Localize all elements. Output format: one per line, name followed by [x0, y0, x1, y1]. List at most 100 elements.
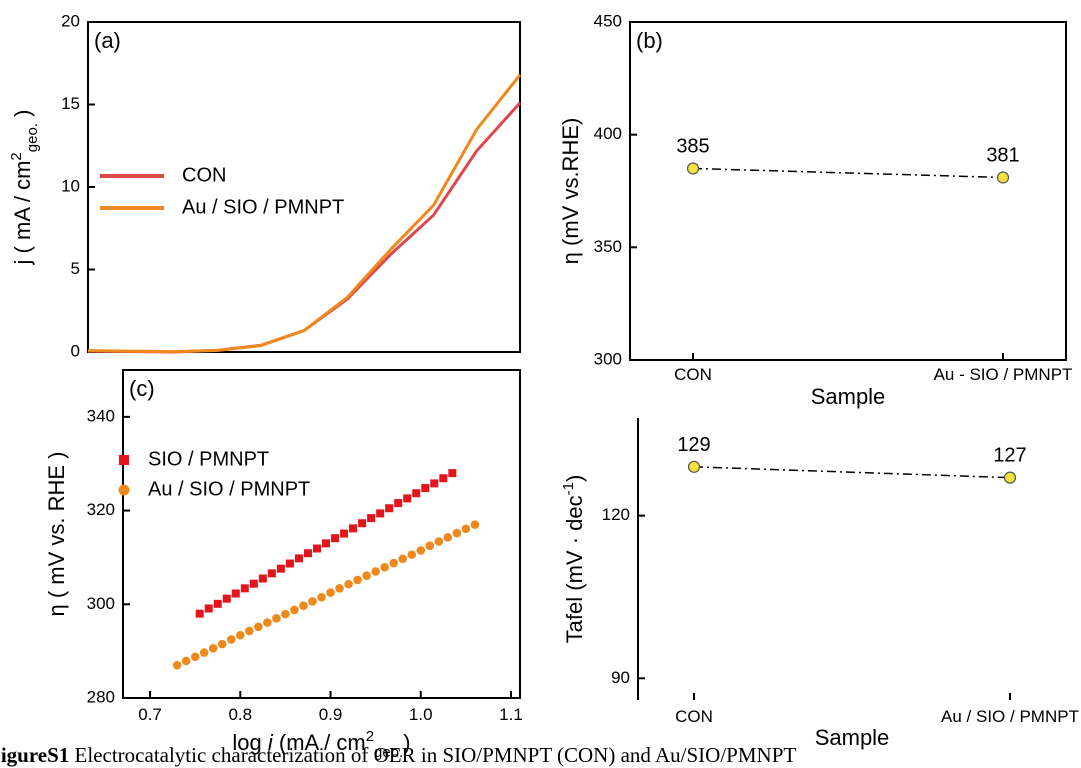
y-tick-label: 10 [61, 176, 80, 195]
x-tick-label: 0.8 [228, 705, 252, 724]
x-tick-label: CON [674, 365, 712, 384]
y-tick-label: 340 [87, 406, 115, 425]
x-axis-label: Sample [811, 384, 886, 409]
x-tick-label: Au / SIO / PMNPT [941, 707, 1079, 726]
plot-frame [122, 369, 521, 699]
point [389, 558, 398, 568]
point [353, 575, 362, 585]
point [331, 534, 340, 543]
point [245, 626, 254, 636]
legend-swatch [118, 484, 130, 496]
caption-text: Electrocatalytic characterization of OER… [69, 743, 796, 767]
legend-label: Au / SIO / PMNPT [148, 478, 310, 500]
point [686, 162, 700, 175]
point [249, 579, 258, 588]
value-label: 127 [993, 445, 1026, 467]
y-tick-label: 15 [61, 94, 80, 113]
legend-label: Au / SIO / PMNPT [182, 196, 344, 218]
point [430, 479, 439, 488]
point [290, 605, 299, 615]
connector [693, 466, 1011, 479]
y-tick-label: 5 [71, 259, 80, 278]
legend-label: CON [182, 164, 226, 186]
value-label: 385 [676, 135, 709, 157]
point [385, 504, 394, 513]
point [358, 519, 367, 528]
label-part: (mA / cm [273, 730, 366, 755]
x-tick-label: Au - SIO / PMNPT [934, 365, 1073, 384]
point [394, 499, 403, 508]
y-tick-label: 300 [594, 349, 622, 368]
point [217, 639, 227, 649]
point [412, 489, 421, 498]
point [213, 599, 222, 608]
y-tick-label: 120 [602, 505, 630, 524]
point [335, 584, 344, 593]
point [258, 574, 267, 583]
panel-label: (a) [94, 28, 121, 53]
point [470, 520, 480, 529]
legend-label: SIO / PMNPT [148, 448, 269, 470]
y-tick-label: 90 [611, 668, 630, 687]
y-axis-label: Tafel (mV · dec-1) [560, 475, 587, 644]
caption: FigureS1 Electrocatalytic characterizati… [0, 743, 796, 767]
plot-frame [629, 21, 1067, 361]
point [172, 660, 182, 670]
connector [692, 167, 1004, 179]
point [371, 567, 380, 576]
point [349, 524, 358, 533]
plot-frame [87, 21, 521, 353]
point [303, 549, 312, 558]
y-axis-label: η (mV vs.RHE) [558, 118, 583, 265]
point [281, 609, 290, 619]
point [461, 524, 471, 534]
point [190, 652, 200, 662]
x-tick-label: 0.7 [138, 705, 162, 724]
label-part: -1 [560, 482, 577, 495]
point [195, 609, 204, 618]
value-label: 129 [677, 434, 710, 456]
x-tick-label: CON [675, 707, 713, 726]
point [344, 579, 353, 589]
point [416, 546, 426, 555]
point [362, 571, 371, 581]
y-tick-label: 280 [87, 687, 115, 706]
point [199, 648, 209, 657]
point [443, 532, 453, 542]
x-tick-label: 1.0 [409, 705, 433, 724]
y-tick-label: 450 [594, 11, 622, 30]
label-part: 2 [8, 152, 25, 160]
label-part: ) [403, 730, 410, 755]
label-part: j ( mA / cm [10, 161, 35, 266]
point [267, 569, 276, 578]
y-tick-label: 20 [61, 11, 80, 30]
point [407, 550, 417, 559]
label-part: ) [562, 475, 587, 482]
point [380, 562, 389, 572]
caption-label: FigureS1 [0, 743, 69, 767]
point [376, 509, 385, 518]
point [367, 514, 376, 523]
x-axis-label: log i (mA / cm2geo.) [232, 728, 410, 761]
point [317, 592, 326, 602]
label-part: log [232, 730, 267, 755]
y-tick-label: 0 [71, 341, 80, 360]
y-tick-label: 350 [594, 237, 622, 256]
line-series [87, 101, 522, 354]
point [204, 604, 213, 613]
point [276, 564, 285, 573]
label-part: Tafel (mV · dec [562, 495, 587, 643]
point [208, 644, 218, 653]
y-axis-label: j ( mA / cm2geo. ) [8, 110, 41, 266]
point [434, 537, 444, 546]
label-part: i [268, 730, 274, 755]
point [263, 618, 272, 627]
point [398, 554, 408, 564]
point [326, 588, 335, 597]
x-tick-label: 1.1 [499, 705, 523, 724]
point [312, 544, 321, 553]
label-part: 2 [366, 728, 374, 745]
legend-swatch [119, 455, 129, 465]
point [1003, 471, 1017, 484]
